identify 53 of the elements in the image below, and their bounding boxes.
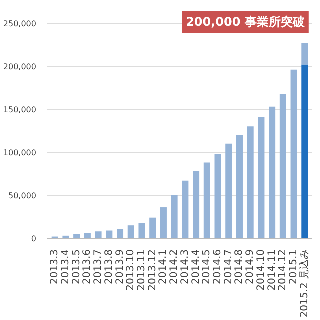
- bar: [214, 154, 222, 238]
- x-tick-label: 2014.5: [202, 249, 213, 284]
- y-tick-label: 200,000: [3, 62, 37, 72]
- y-tick-label: 50,000: [8, 191, 37, 200]
- bar: [160, 208, 167, 238]
- bar: [182, 180, 189, 238]
- bar: [193, 171, 200, 238]
- y-tick-label: 100,000: [3, 148, 37, 158]
- x-tick-label: 2013.8: [104, 249, 115, 284]
- x-tick-label: 2014.1: [158, 249, 170, 284]
- bar: [226, 144, 232, 238]
- x-tick-label: 2014.7: [223, 249, 234, 284]
- bar: [247, 126, 254, 238]
- x-tick-label: 2014.8: [234, 249, 246, 284]
- y-tick-label: 250,000: [3, 19, 37, 28]
- x-tick-label: 2013.9: [114, 249, 126, 284]
- x-tick-label: 2013.5: [71, 249, 82, 284]
- x-tick-label: 2014.11: [266, 249, 278, 291]
- bar: [117, 229, 124, 238]
- x-tick-label: 2013.6: [82, 249, 94, 284]
- bar: [171, 195, 178, 238]
- bar: [236, 135, 243, 238]
- bar: [302, 64, 308, 238]
- x-tick-label: 2013.3: [50, 249, 61, 284]
- x-tick-label: 2013.4: [60, 249, 72, 284]
- x-tick-label: 2013.7: [93, 249, 104, 284]
- bar: [204, 162, 210, 238]
- x-tick-label: 2013.11: [136, 249, 148, 291]
- x-tick-label: 2013.12: [147, 249, 158, 291]
- bar: [74, 234, 80, 238]
- x-tick-label: 2014.4: [190, 249, 202, 284]
- bar: [138, 223, 146, 238]
- x-tick-label: 2014.3: [180, 249, 191, 284]
- x-tick-label: 2014.10: [256, 249, 267, 291]
- bar: [290, 70, 298, 238]
- bar: [150, 218, 156, 238]
- y-tick-label: 150,000: [3, 105, 37, 114]
- bar: [95, 232, 102, 238]
- x-tick-label: 2014.2: [169, 249, 180, 284]
- x-tick-label: 2015.1: [288, 249, 300, 284]
- bar: [302, 43, 308, 65]
- bar: [269, 106, 276, 238]
- x-tick-label: 2014.6: [212, 249, 224, 284]
- y-tick-label: 0: [31, 234, 37, 244]
- bar: [280, 94, 286, 238]
- x-tick-label: 2013.10: [126, 249, 137, 291]
- x-tick-label: 2014.9: [245, 249, 256, 284]
- bar: [106, 230, 113, 238]
- x-tick-label: 2014.12: [278, 249, 289, 291]
- bar: [258, 117, 265, 238]
- bar: [128, 226, 134, 238]
- x-tick-label: 2015.2 見込み: [298, 249, 310, 318]
- annotation: 200,000 事業所突破: [186, 15, 306, 30]
